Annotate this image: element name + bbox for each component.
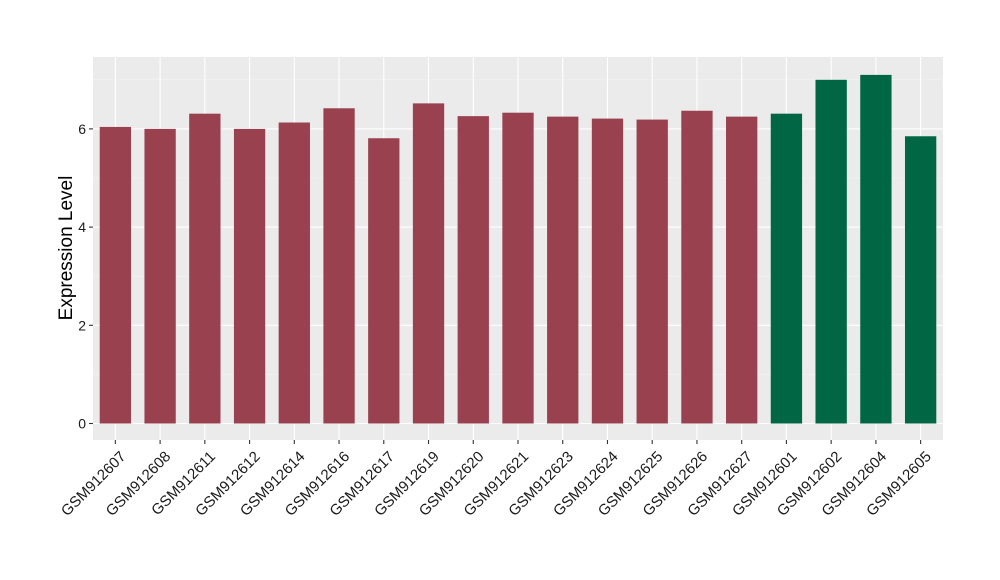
y-axis-title: Expression Level	[56, 176, 77, 321]
y-tick-label: 4	[78, 219, 86, 235]
bar	[189, 113, 221, 424]
y-axis: 0 2 4 6	[78, 121, 93, 432]
bar	[99, 126, 132, 424]
y-tick-label: 0	[78, 416, 86, 432]
x-axis: GSM912607GSM912608GSM912611GSM912612GSM9…	[58, 440, 935, 520]
bar	[547, 116, 579, 424]
bar	[233, 128, 266, 424]
bar	[278, 122, 310, 424]
bar	[144, 128, 176, 424]
bar	[457, 116, 489, 424]
bar	[636, 119, 668, 424]
bar	[726, 116, 758, 424]
bar	[591, 118, 624, 424]
bar	[681, 110, 713, 424]
bar	[770, 113, 803, 424]
bar	[323, 108, 355, 424]
bar	[860, 74, 892, 424]
bar	[502, 112, 534, 424]
y-tick-label: 2	[78, 317, 86, 333]
bar	[904, 136, 937, 424]
bar	[412, 103, 445, 424]
bar	[368, 138, 400, 424]
bar	[815, 79, 847, 424]
y-tick-label: 6	[78, 121, 86, 137]
bars	[99, 74, 937, 424]
